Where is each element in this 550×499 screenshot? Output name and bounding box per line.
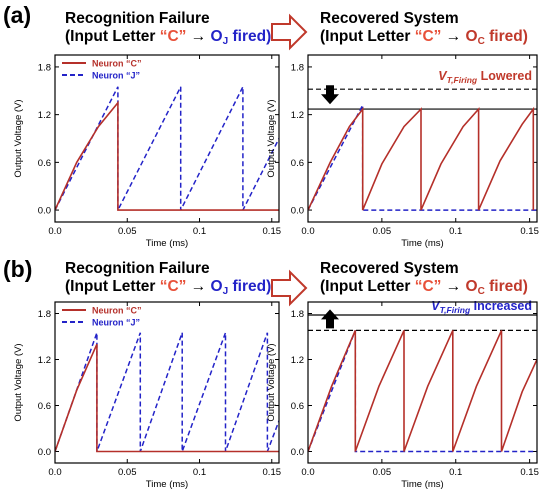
x-axis-label: Time (ms) xyxy=(401,479,443,490)
series-group xyxy=(308,104,537,211)
x-tick-label: 0.05 xyxy=(373,226,392,237)
title-line2: (Input Letter “C” → OC fired) xyxy=(320,278,528,297)
panel-b-right-title: Recovered System (Input Letter “C” → OC … xyxy=(320,260,528,301)
x-tick-label: 0.15 xyxy=(263,226,282,237)
threshold-annotation: VT,Firing Lowered xyxy=(438,69,532,85)
title-line1: Recovered System xyxy=(320,260,459,277)
panel-a-left-title: Recognition Failure (Input Letter “C” → … xyxy=(65,10,271,51)
title-line1: Recognition Failure xyxy=(65,260,210,277)
plot-frame xyxy=(54,54,280,223)
title-line2: (Input Letter “C” → OJ fired) xyxy=(65,28,272,47)
chart-2: 0.0 0.05 0.1 0.15 0.0 0.6 1.2 1.8 Time (ms) Outpu… xyxy=(13,301,282,490)
y-axis-label: Output Voltage (V) xyxy=(13,343,24,421)
panel-label-b: (b) xyxy=(3,256,33,282)
y-tick-label: 0.6 xyxy=(38,158,51,169)
x-axis-label: Time (ms) xyxy=(401,238,443,249)
x-tick-label: 0.05 xyxy=(373,467,392,478)
series-neuron-c-line xyxy=(55,100,279,211)
chart-1: 0.0 0.05 0.1 0.15 0.0 0.6 1.2 1.8 Time (ms) Outpu… xyxy=(266,54,539,249)
y-axis-label: Output Voltage (V) xyxy=(13,99,24,177)
y-tick-label: 1.8 xyxy=(38,62,51,73)
series-group xyxy=(55,332,279,453)
y-axis-label: Output Voltage (V) xyxy=(266,343,277,421)
x-tick-label: 0.15 xyxy=(520,226,539,237)
y-tick-label: 1.8 xyxy=(291,309,304,320)
x-tick-label: 0.1 xyxy=(193,467,206,478)
y-tick-label: 0.0 xyxy=(38,447,51,458)
x-tick-label: 0.0 xyxy=(48,226,61,237)
legend-label: Neuron “J” xyxy=(92,318,140,328)
x-tick-label: 0.0 xyxy=(301,467,314,478)
x-tick-label: 0.15 xyxy=(263,467,282,478)
annotation-word: Lowered xyxy=(477,69,532,83)
series-neuron-c-line xyxy=(308,330,537,452)
chart-3: 0.0 0.05 0.1 0.15 0.0 0.6 1.2 1.8 Time (ms) Outpu… xyxy=(266,299,539,490)
y-tick-label: 0.0 xyxy=(38,206,51,217)
series-neuron-j-line xyxy=(55,86,279,211)
process-arrow-icon xyxy=(271,269,308,307)
y-tick-label: 0.6 xyxy=(291,158,304,169)
title-line1: Recognition Failure xyxy=(65,10,210,27)
title-line2: (Input Letter “C” → OJ fired) xyxy=(65,278,272,297)
panel-b-left-title: Recognition Failure (Input Letter “C” → … xyxy=(65,260,271,301)
y-tick-label: 1.2 xyxy=(291,110,304,121)
x-tick-label: 0.1 xyxy=(193,226,206,237)
x-tick-label: 0.1 xyxy=(449,467,462,478)
x-tick-label: 0.0 xyxy=(48,467,61,478)
y-tick-label: 0.0 xyxy=(291,447,304,458)
x-tick-label: 0.05 xyxy=(118,467,137,478)
y-tick-label: 0.6 xyxy=(291,401,304,412)
y-tick-label: 1.2 xyxy=(38,355,51,366)
annotation-sub: T,Firing xyxy=(447,75,478,85)
x-tick-label: 0.05 xyxy=(118,226,137,237)
annotation-sub: T,Firing xyxy=(440,305,471,315)
y-tick-label: 1.8 xyxy=(291,62,304,73)
x-tick-label: 0.15 xyxy=(520,467,539,478)
series-neuron-c-line xyxy=(55,343,279,453)
y-tick-label: 1.8 xyxy=(38,309,51,320)
annotation-v: V xyxy=(431,299,441,313)
series-group xyxy=(55,86,279,211)
legend-label: Neuron “C” xyxy=(92,306,142,316)
series-neuron-c-line xyxy=(308,106,535,211)
arrow-down-icon xyxy=(321,85,339,105)
plot-frame xyxy=(54,301,280,464)
process-arrow-icon xyxy=(271,13,308,51)
x-tick-label: 0.0 xyxy=(301,226,314,237)
legend-label: Neuron “J” xyxy=(92,71,140,81)
y-tick-label: 1.2 xyxy=(38,110,51,121)
panel-a-right-title: Recovered System (Input Letter “C” → OC … xyxy=(320,10,528,51)
series-neuron-j-line xyxy=(308,330,537,453)
y-axis-label: Output Voltage (V) xyxy=(266,99,277,177)
annotation-word: Increased xyxy=(470,299,532,313)
legend-label: Neuron “C” xyxy=(92,59,142,69)
series-group xyxy=(308,330,537,453)
y-tick-label: 0.0 xyxy=(291,206,304,217)
arrow-up-icon xyxy=(321,309,339,329)
title-line2: (Input Letter “C” → OC fired) xyxy=(320,28,528,47)
chart-0: 0.0 0.05 0.1 0.15 0.0 0.6 1.2 1.8 Time (ms) Outpu… xyxy=(13,54,282,249)
series-neuron-j-line xyxy=(55,332,279,452)
x-tick-label: 0.1 xyxy=(449,226,462,237)
y-tick-label: 0.6 xyxy=(38,401,51,412)
title-line1: Recovered System xyxy=(320,10,459,27)
plot-frame xyxy=(307,301,538,464)
x-axis-label: Time (ms) xyxy=(146,238,188,249)
panel-label-a: (a) xyxy=(3,2,32,28)
y-tick-label: 1.2 xyxy=(291,355,304,366)
x-axis-label: Time (ms) xyxy=(146,479,188,490)
annotation-v: V xyxy=(438,69,448,83)
plot-frame xyxy=(307,54,538,223)
